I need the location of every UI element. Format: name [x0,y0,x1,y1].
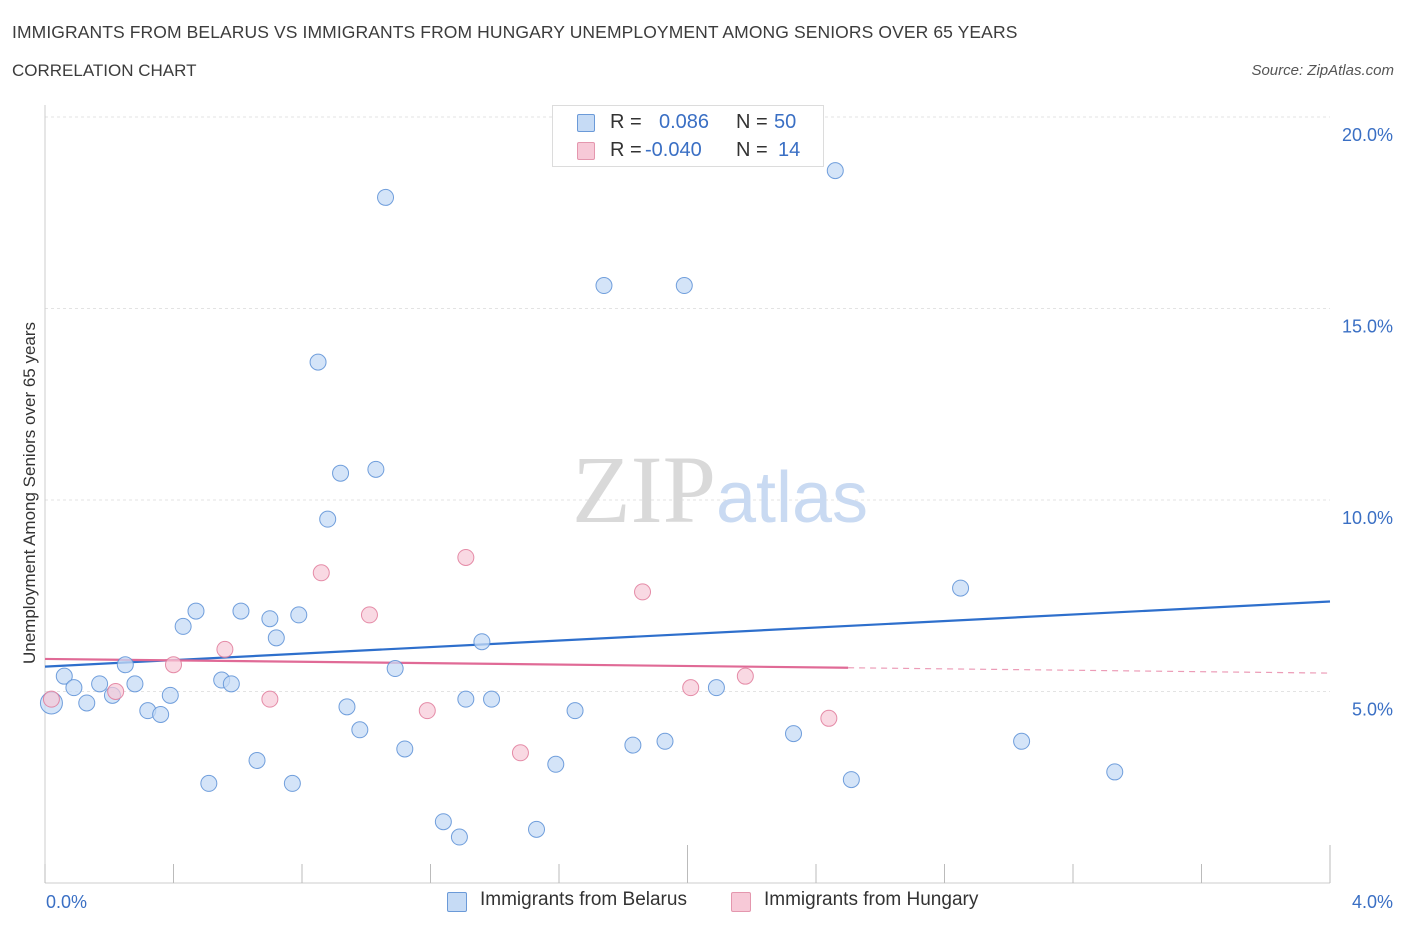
point-belarus [65,679,83,697]
point-belarus [338,698,356,716]
chart-source: Source: ZipAtlas.com [1251,62,1394,79]
n-value: 14 [778,139,801,161]
point-belarus [595,277,613,295]
point-belarus [707,679,725,697]
point-belarus [396,740,414,758]
tick-labels: 5.0% 10.0% 15.0% 20.0% 0.0% 4.0% [46,125,1393,912]
point-belarus [624,736,642,754]
point-belarus [174,617,192,635]
watermark: ZIPatlas [572,436,868,543]
point-belarus [457,690,475,708]
n-value: 50 [774,111,797,133]
axes [44,105,1331,884]
point-belarus [785,725,803,743]
point-belarus [152,705,170,723]
point-hungary [165,656,182,674]
point-belarus [656,732,674,750]
legend-label-belarus: Immigrants from Belarus [480,889,687,910]
point-belarus [116,656,134,674]
x-tick-label: 4.0% [1352,892,1393,912]
hungary-swatch [577,142,595,160]
point-belarus [566,702,584,720]
point-belarus [675,277,693,295]
point-hungary [107,683,125,700]
r-label: R = [610,139,642,161]
point-hungary [820,709,838,727]
point-belarus [161,686,179,704]
point-belarus [528,820,546,838]
point-belarus [283,774,301,792]
y-tick-label: 20.0% [1342,125,1393,145]
r-value: -0.040 [645,139,702,161]
belarus-legend-swatch [447,892,467,912]
point-hungary [216,640,234,658]
point-belarus [377,188,395,206]
y-tick-label: 10.0% [1342,508,1393,528]
point-belarus [232,602,250,620]
trend-line-belarus [44,600,1331,668]
point-hungary [360,606,378,624]
trend-line-dashed-hungary [848,667,1331,674]
point-belarus [367,460,385,478]
point-belarus [55,667,73,685]
point-hungary [418,702,436,720]
y-tick-label: 5.0% [1352,700,1393,720]
stats-legend: R = 0.086 N = 50 R = -0.040 N = 14 [552,105,824,167]
point-belarus [450,828,468,846]
point-belarus [200,774,218,792]
point-belarus [267,629,285,647]
point-belarus [351,721,369,739]
point-belarus [126,675,144,693]
point-belarus [952,579,970,597]
point-hungary [634,583,652,601]
point-belarus [826,162,844,180]
point-belarus [434,813,452,831]
point-belarus [309,353,327,371]
point-belarus [483,690,501,708]
point-hungary [261,690,279,708]
point-belarus [473,633,491,651]
point-belarus [248,751,266,769]
point-belarus [78,694,96,712]
hungary-legend-swatch [731,892,751,912]
point-belarus [187,602,205,620]
n-label: N = [736,139,768,161]
point-hungary [42,690,60,708]
point-hungary [457,548,475,566]
point-hungary [511,744,529,762]
n-label: N = [736,111,768,133]
y-axis-label: Unemployment Among Seniors over 65 years [20,321,39,665]
point-belarus [1106,763,1124,781]
data-points [39,162,1124,846]
point-belarus [1013,732,1031,750]
chart-subtitle: CORRELATION CHART [12,61,197,80]
point-belarus [91,675,109,693]
r-value: 0.086 [659,111,710,133]
x-tick-label: 0.0% [46,892,87,912]
point-belarus [222,675,240,693]
point-hungary [736,667,754,685]
y-tick-label: 15.0% [1342,317,1393,337]
point-belarus [547,755,565,773]
chart-title: IMMIGRANTS FROM BELARUS VS IMMIGRANTS FR… [12,22,1018,42]
point-belarus [319,510,337,528]
point-hungary [682,679,700,697]
point-belarus [332,464,350,482]
r-label: R = [610,111,642,133]
point-hungary [312,564,330,582]
point-belarus [386,660,404,678]
point-belarus [290,606,308,624]
belarus-swatch [577,114,595,132]
point-belarus [842,771,860,789]
legend-label-hungary: Immigrants from Hungary [764,889,979,910]
point-belarus [261,610,279,628]
